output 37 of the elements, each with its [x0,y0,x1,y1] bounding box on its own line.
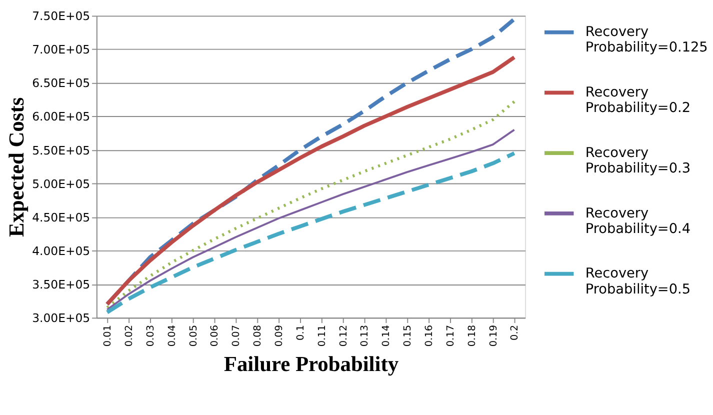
legend-label: Recovery Probability=0.4 [585,205,691,237]
y-tick-label: 3.50E+05 [32,277,90,292]
y-tick-label: 6.50E+05 [32,76,90,90]
x-tick-label: 0.07 [231,324,242,347]
x-tick-label: 0.17 [445,324,456,347]
x-tick-label: 0.1 [295,324,306,340]
legend-label: Recovery Probability=0.125 [585,24,708,56]
x-tick-label: 0.2 [510,324,521,340]
x-tick-label: 0.09 [274,324,285,347]
y-tick-label: 4.00E+05 [32,244,90,258]
x-tick-label: 0.05 [188,324,200,347]
y-tick-label: 7.00E+05 [32,42,90,57]
x-tick-label: 0.04 [166,324,178,347]
x-tick-label: 0.15 [402,324,414,347]
x-tick-label: 0.12 [338,324,350,347]
y-tick-label: 6.00E+05 [32,110,90,124]
y-axis-title: Expected Costs [4,97,28,238]
x-tick-label: 0.19 [488,324,500,347]
legend-label: Recovery Probability=0.5 [585,266,691,298]
x-tick-label: 0.08 [252,324,264,347]
x-tick-label: 0.02 [124,324,135,347]
x-axis-title: Failure Probability [224,352,399,376]
x-tick-label: 0.14 [381,324,392,347]
y-tick-label: 5.00E+05 [32,176,90,191]
y-tick-label: 5.50E+05 [32,143,90,158]
legend-label: Recovery Probability=0.3 [585,144,691,177]
y-tick-label: 4.50E+05 [32,210,90,224]
x-tick-label: 0.16 [424,324,435,347]
y-tick-label: 7.50E+05 [32,9,90,24]
legend-label: Recovery Probability=0.2 [585,84,691,116]
x-tick-label: 0.13 [360,324,371,347]
x-tick-label: 0.18 [466,324,478,347]
x-tick-label: 0.01 [102,324,114,347]
x-tick-label: 0.03 [145,324,156,347]
x-tick-label: 0.06 [210,324,221,347]
x-tick-label: 0.11 [316,324,328,347]
y-tick-label: 3.00E+05 [32,311,90,326]
